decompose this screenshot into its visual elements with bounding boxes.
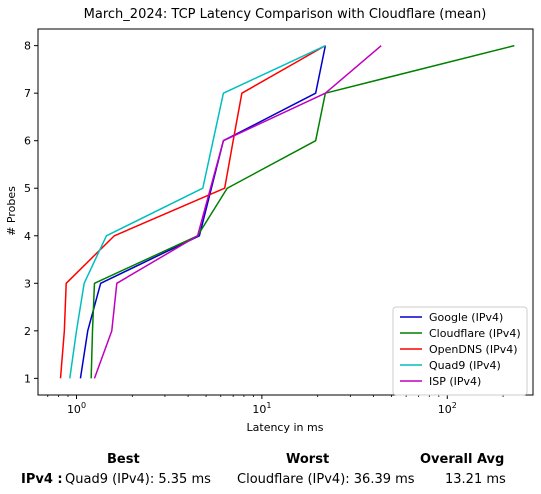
- series-line-google: [79, 45, 327, 379]
- x-tick-label: 102: [438, 401, 457, 416]
- y-tick-label: 7: [24, 87, 31, 100]
- x-tick-label: 101: [252, 401, 271, 416]
- legend-label: Cloudflare (IPv4): [429, 327, 521, 340]
- legend-label: OpenDNS (IPv4): [429, 343, 518, 356]
- x-tick-label: 100: [67, 401, 86, 416]
- summary-avg-value: 13.21 ms: [445, 472, 506, 487]
- y-axis: 1 2 3 4 5 6 7 8: [24, 40, 38, 385]
- y-tick-label: 6: [24, 135, 31, 148]
- series-line-isp: [93, 45, 382, 379]
- summary-row-label: IPv4 :: [21, 472, 63, 487]
- plot-frame: [37, 28, 534, 396]
- y-tick-label: 2: [24, 325, 31, 338]
- y-tick-label: 4: [24, 230, 31, 243]
- legend-label: Google (IPv4): [429, 311, 503, 324]
- summary-worst-value: Cloudflare (IPv4): 36.39 ms: [237, 472, 415, 487]
- y-tick-label: 8: [24, 40, 31, 53]
- summary-worst-header: Worst: [286, 452, 330, 467]
- series-line-opendns: [59, 44, 326, 379]
- legend: Google (IPv4) Cloudflare (IPv4) OpenDNS (I…: [392, 306, 528, 396]
- summary-best-header: Best: [107, 452, 140, 467]
- series-line-quad9: [69, 44, 326, 379]
- y-axis-label: # Probes: [5, 186, 18, 236]
- y-tick-label: 1: [24, 372, 31, 385]
- legend-label: ISP (IPv4): [429, 375, 481, 388]
- x-axis-label: Latency in ms: [247, 421, 324, 434]
- chart-title: March_2024: TCP Latency Comparison with …: [84, 7, 487, 22]
- latency-chart: March_2024: TCP Latency Comparison with …: [5, 7, 534, 434]
- series-line-cloudflare: [90, 44, 515, 379]
- y-tick-label: 5: [24, 182, 31, 195]
- y-tick-label: 3: [24, 277, 31, 290]
- series-layer: [59, 44, 515, 379]
- x-axis: 100 101 102: [47, 395, 504, 416]
- legend-label: Quad9 (IPv4): [429, 359, 501, 372]
- summary-avg-header: Overall Avg: [420, 452, 505, 467]
- legend-box: [392, 306, 528, 396]
- summary-best-value: Quad9 (IPv4): 5.35 ms: [65, 472, 211, 487]
